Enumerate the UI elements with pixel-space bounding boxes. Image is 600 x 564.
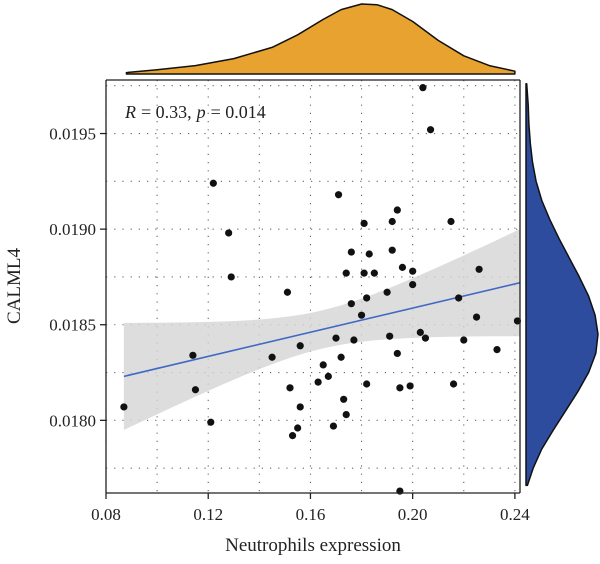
- data-point: [347, 248, 355, 256]
- data-point: [513, 317, 522, 325]
- data-point: [294, 424, 302, 432]
- right-density-area: [525, 83, 599, 487]
- data-point: [421, 334, 430, 342]
- data-point: [357, 311, 366, 319]
- x-tick-label: 0.24: [500, 505, 530, 524]
- data-point: [350, 336, 358, 344]
- data-point: [225, 229, 233, 237]
- data-point: [426, 126, 435, 134]
- correlation-annotation: R = 0.33, p = 0.014: [124, 102, 266, 122]
- x-tick-label: 0.12: [193, 505, 223, 524]
- x-ticks: 0.08 0.12 0.16 0.20 0.24: [91, 493, 530, 524]
- data-point: [347, 300, 355, 308]
- data-point: [370, 269, 378, 277]
- data-point: [383, 288, 391, 296]
- data-point: [227, 273, 235, 281]
- data-point: [319, 361, 327, 369]
- data-point: [493, 345, 501, 354]
- data-point: [189, 351, 197, 359]
- x-tick-label: 0.16: [296, 505, 326, 524]
- data-point: [342, 411, 350, 419]
- right-marginal-density: [525, 83, 599, 487]
- data-point: [283, 288, 292, 296]
- data-point: [388, 217, 396, 226]
- top-marginal-density: [125, 3, 516, 75]
- data-point: [314, 378, 322, 386]
- y-tick-label: 0.0190: [49, 220, 96, 239]
- data-point: [447, 217, 455, 226]
- x-axis-title: Neutrophils expression: [225, 535, 401, 556]
- data-point: [324, 372, 332, 380]
- data-point: [393, 206, 401, 214]
- data-point: [386, 332, 394, 340]
- y-axis-title: CALML4: [4, 248, 25, 325]
- data-point: [455, 294, 463, 302]
- data-point: [288, 432, 297, 440]
- top-density-area: [125, 3, 516, 75]
- data-point: [460, 336, 468, 344]
- data-point: [329, 422, 338, 430]
- data-point: [286, 384, 294, 392]
- data-point: [406, 382, 414, 390]
- data-point: [449, 380, 458, 388]
- data-point: [388, 246, 396, 254]
- data-point: [360, 219, 368, 228]
- y-tick-label: 0.0195: [49, 125, 96, 144]
- data-point: [296, 403, 304, 411]
- data-point: [332, 334, 340, 342]
- data-point: [342, 269, 350, 277]
- data-point: [296, 342, 304, 350]
- data-point: [360, 269, 368, 277]
- data-point: [365, 250, 373, 258]
- y-tick-label: 0.0180: [49, 411, 96, 430]
- y-ticks: 0.0180 0.0185 0.0190 0.0195: [49, 125, 106, 430]
- y-tick-label: 0.0185: [49, 316, 96, 335]
- data-point: [409, 280, 417, 289]
- data-point: [191, 386, 200, 394]
- data-point: [398, 263, 407, 271]
- data-point: [419, 84, 427, 92]
- data-point: [416, 328, 424, 336]
- data-point: [472, 313, 481, 321]
- regression-line-group: [123, 281, 521, 378]
- data-point: [393, 349, 401, 358]
- data-point: [337, 353, 345, 361]
- data-point: [334, 191, 343, 199]
- data-point: [475, 265, 483, 273]
- data-point: [207, 418, 215, 426]
- x-tick-label: 0.20: [398, 505, 428, 524]
- regression-line: [123, 281, 521, 378]
- data-point: [120, 403, 128, 411]
- data-point: [363, 380, 371, 388]
- data-point: [340, 395, 348, 403]
- data-point: [209, 179, 217, 187]
- data-point: [363, 294, 371, 302]
- data-point: [409, 267, 417, 275]
- data-point: [396, 384, 404, 392]
- data-point: [268, 353, 276, 361]
- x-tick-label: 0.08: [91, 505, 121, 524]
